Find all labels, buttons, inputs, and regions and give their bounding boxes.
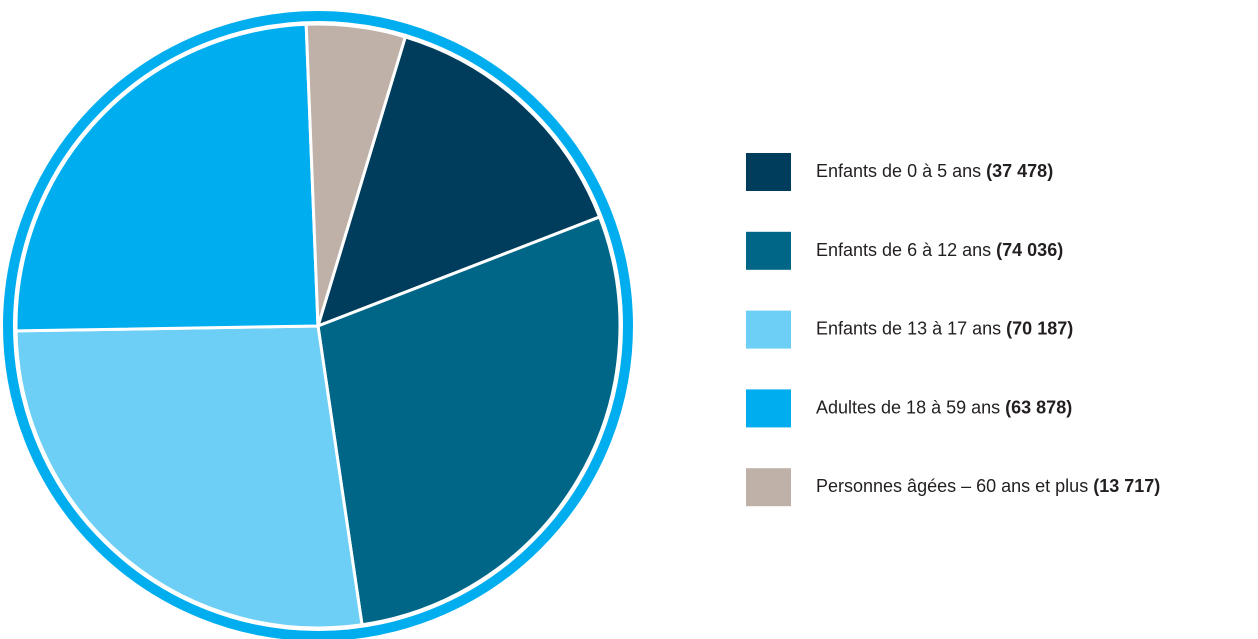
legend-name: Adultes de 18 à 59 ans — [816, 397, 1000, 417]
legend-value: (13 717) — [1093, 476, 1160, 496]
legend-label: Enfants de 13 à 17 ans (70 187) — [816, 318, 1073, 338]
legend-value: (74 036) — [996, 240, 1063, 260]
legend-swatch — [746, 231, 791, 270]
legend-name: Enfants de 6 à 12 ans — [816, 240, 991, 260]
legend-value: (37 478) — [986, 161, 1053, 181]
pie-slice — [316, 215, 622, 627]
legend-swatch — [746, 153, 791, 191]
legend-name: Enfants de 0 à 5 ans — [816, 161, 981, 181]
pie-slice — [14, 22, 320, 333]
pie-slice — [316, 35, 602, 328]
pie-slice — [14, 324, 364, 630]
legend-value: (63 878) — [1005, 397, 1072, 417]
pie-ring — [3, 11, 633, 639]
legend-value: (70 187) — [1006, 318, 1073, 338]
legend-label: Enfants de 6 à 12 ans (74 036) — [816, 240, 1063, 260]
legend-label: Personnes âgées – 60 ans et plus (13 717… — [816, 476, 1160, 496]
legend-swatch — [746, 310, 791, 349]
pie-slice — [304, 22, 407, 328]
legend-name: Personnes âgées – 60 ans et plus — [816, 476, 1088, 496]
legend-label: Adultes de 18 à 59 ans (63 878) — [816, 397, 1072, 417]
legend-swatch — [746, 389, 791, 428]
legend-name: Enfants de 13 à 17 ans — [816, 318, 1001, 338]
legend-label: Enfants de 0 à 5 ans (37 478) — [816, 161, 1053, 181]
legend-swatch — [746, 468, 791, 507]
